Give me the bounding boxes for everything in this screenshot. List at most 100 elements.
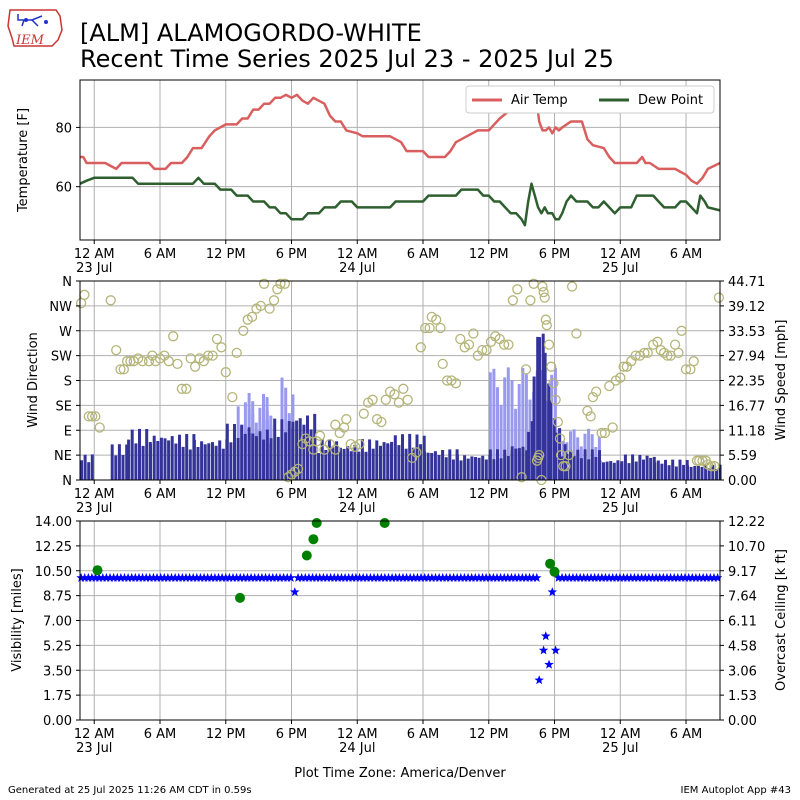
- visibility-point: [698, 572, 708, 582]
- wind-speed-bar: [506, 456, 510, 480]
- wind-direction-point: [354, 438, 365, 450]
- ceiling-tick-label: 1.53: [728, 689, 757, 704]
- wind-speed-bar: [530, 421, 534, 480]
- wind-gust-bar: [572, 429, 576, 480]
- x-tick-label: 6 PM: [539, 247, 570, 262]
- visibility-point: [181, 572, 191, 582]
- wind-direction-point: [450, 378, 462, 389]
- wind-speed-bar: [441, 450, 445, 480]
- wind-speed-bar: [90, 454, 94, 480]
- visibility-point: [224, 572, 235, 582]
- y-tick-label: 80: [55, 121, 72, 136]
- wind-speed-bar: [572, 455, 576, 480]
- wind-direction-point: [319, 444, 330, 455]
- wind-speed-bar: [364, 451, 368, 480]
- wind-speed-bar: [83, 454, 87, 480]
- wind-speed-bar: [125, 444, 129, 480]
- wind-speed-bar: [707, 468, 711, 480]
- wind-speed-bar: [579, 458, 583, 480]
- wind-speed-bar: [653, 462, 657, 480]
- station-dot-icon: [44, 20, 48, 24]
- visibility-point: [210, 572, 220, 582]
- wind-direction-point: [541, 320, 552, 331]
- wind-gust-bar: [496, 387, 499, 480]
- wind-speed-bar: [678, 459, 682, 480]
- ceiling-point: [311, 518, 322, 528]
- x-tick-label: 6 AM: [144, 247, 177, 262]
- wind-gust-bar: [514, 408, 518, 480]
- wind-direction-point: [420, 322, 431, 334]
- wind-speed-bar: [477, 457, 481, 480]
- wind-direction-point: [550, 394, 561, 405]
- wind-direction-point: [658, 347, 670, 359]
- wind-speed-bar: [114, 455, 118, 480]
- visibility-point: [683, 572, 694, 582]
- speed-tick-label: 33.53: [728, 325, 765, 340]
- wind-speed-bar: [149, 444, 152, 480]
- wind-direction-point: [415, 342, 426, 353]
- x-tick-label: 12 AM: [74, 487, 115, 502]
- visibility-point: [188, 572, 198, 582]
- visibility-point: [694, 572, 705, 582]
- wind-speed-bar: [163, 438, 167, 480]
- visibility-point: [673, 572, 683, 582]
- visibility-tick-label: 1.75: [43, 689, 72, 704]
- wind-speed-bar: [527, 431, 531, 480]
- wind-speed-bar: [254, 436, 258, 480]
- wind-speed-bar: [470, 456, 474, 480]
- visibility-point: [459, 572, 470, 582]
- wind-speed-bar: [674, 466, 678, 480]
- visibility-point: [470, 572, 480, 582]
- wind-direction-point: [137, 356, 148, 367]
- x-tick-label: 12 PM: [469, 727, 509, 742]
- visibility-point: [202, 572, 213, 582]
- wind-speed-bar: [638, 454, 642, 480]
- wind-speed-bar: [583, 449, 587, 480]
- wind-direction-point: [713, 292, 725, 303]
- visibility-point: [593, 572, 603, 582]
- x-tick-label: 12 AM: [600, 487, 641, 502]
- wind-speed-bar: [682, 464, 686, 480]
- wind-direction-point: [172, 358, 183, 370]
- wind-speed-bar: [221, 448, 225, 480]
- wind-gust-bar: [499, 404, 503, 480]
- wind-direction-point: [680, 364, 692, 375]
- visibility-point: [669, 572, 679, 582]
- wind-speed-bar: [313, 439, 317, 480]
- ceiling-point: [379, 518, 390, 528]
- wind-speed-bar: [474, 457, 477, 480]
- visibility-point: [242, 572, 253, 582]
- direction-tick-label: E: [64, 424, 72, 439]
- visibility-point: [691, 572, 701, 582]
- wind-direction-point: [203, 350, 214, 361]
- visibility-point: [387, 572, 397, 582]
- wind-speed-bar: [496, 449, 499, 480]
- visibility-point: [159, 572, 169, 582]
- visibility-point: [438, 572, 448, 582]
- wind-speed-bar: [353, 444, 357, 480]
- wind-direction-point: [231, 347, 242, 359]
- visibility-point: [94, 572, 104, 582]
- wind-direction-point: [176, 383, 188, 394]
- x-tick-label: 12 PM: [206, 247, 246, 262]
- wind-gust-bar: [561, 441, 565, 480]
- visibility-point: [416, 572, 426, 582]
- wind-speed-bar: [331, 447, 335, 480]
- wind-speed-bar: [627, 463, 631, 480]
- wind-direction-point: [220, 367, 231, 378]
- visibility-point: [463, 572, 473, 582]
- visibility-tick-label: 0.00: [43, 714, 72, 729]
- ceiling-point: [549, 566, 560, 577]
- ceiling-tick-label: 7.64: [728, 590, 757, 605]
- x-tick-date-label: 23 Jul: [76, 741, 112, 756]
- wind-direction-point: [694, 455, 705, 466]
- wind-speed-bar: [236, 438, 240, 480]
- wind-speed-bar: [602, 462, 605, 480]
- wind-speed-bar: [327, 439, 331, 480]
- wind-speed-bar: [152, 435, 156, 480]
- legend-box: [465, 85, 715, 114]
- x-tick-date-label: 24 Jul: [339, 501, 375, 516]
- ceiling-tick-label: 3.06: [728, 664, 757, 679]
- visibility-point: [550, 645, 561, 655]
- wind-direction-point: [376, 416, 387, 428]
